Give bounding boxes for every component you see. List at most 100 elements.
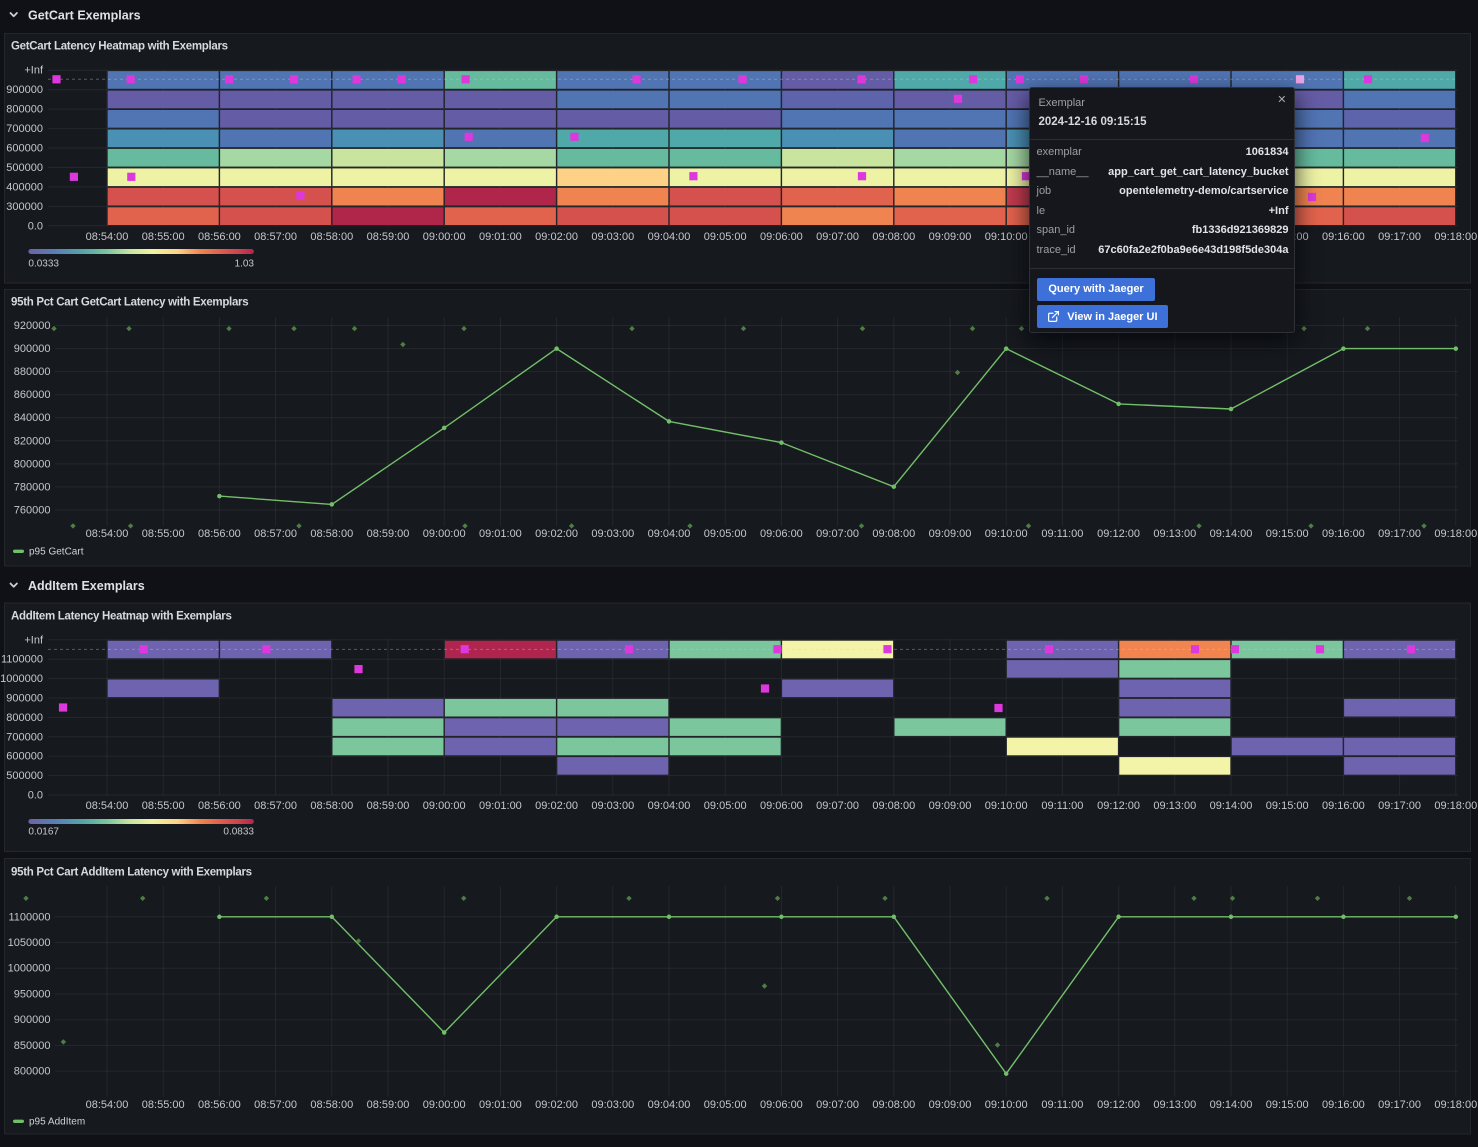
svg-text:08:54:00: 08:54:00 [86,231,129,243]
svg-text:GetCart Exemplars: GetCart Exemplars [28,9,141,23]
svg-text:08:59:00: 08:59:00 [367,800,410,812]
svg-text:1100000: 1100000 [8,911,50,923]
svg-text:p95 GetCart: p95 GetCart [29,547,84,558]
svg-text:+Inf: +Inf [24,634,44,646]
svg-text:09:17:00: 09:17:00 [1378,800,1421,812]
svg-text:700000: 700000 [6,731,43,743]
svg-text:09:07:00: 09:07:00 [816,528,859,540]
svg-text:09:02:00: 09:02:00 [535,800,578,812]
svg-text:09:06:00: 09:06:00 [760,528,803,540]
svg-text:GetCart Latency Heatmap with E: GetCart Latency Heatmap with Exemplars [11,41,228,53]
svg-text:08:56:00: 08:56:00 [198,800,241,812]
svg-text:08:59:00: 08:59:00 [367,528,410,540]
svg-text:09:04:00: 09:04:00 [648,528,691,540]
svg-text:880000: 880000 [14,366,51,378]
svg-text:09:04:00: 09:04:00 [648,800,691,812]
svg-text:09:13:00: 09:13:00 [1153,1099,1196,1111]
svg-text:600000: 600000 [6,143,43,155]
svg-text:09:07:00: 09:07:00 [816,231,859,243]
svg-text:08:57:00: 08:57:00 [254,528,297,540]
svg-text:1.03: 1.03 [235,259,255,270]
svg-text:09:10:00: 09:10:00 [985,800,1028,812]
svg-text:08:55:00: 08:55:00 [142,1099,185,1111]
svg-text:09:10:00: 09:10:00 [985,1099,1028,1111]
svg-text:09:03:00: 09:03:00 [591,1099,634,1111]
svg-text:09:03:00: 09:03:00 [591,800,634,812]
svg-text:0.0: 0.0 [28,790,43,802]
svg-text:09:12:00: 09:12:00 [1097,528,1140,540]
svg-text:09:18:00: 09:18:00 [1434,1099,1477,1111]
svg-text:09:06:00: 09:06:00 [760,231,803,243]
svg-text:09:05:00: 09:05:00 [704,231,747,243]
svg-text:09:08:00: 09:08:00 [872,800,915,812]
svg-text:1000000: 1000000 [0,673,43,685]
svg-text:09:08:00: 09:08:00 [872,231,915,243]
svg-text:1050000: 1050000 [8,937,51,949]
svg-text:09:00:00: 09:00:00 [423,800,466,812]
svg-text:900000: 900000 [14,1014,51,1026]
svg-text:09:06:00: 09:06:00 [760,1099,803,1111]
svg-text:09:15:00: 09:15:00 [1266,800,1309,812]
svg-text:08:57:00: 08:57:00 [254,231,297,243]
svg-text:+Inf: +Inf [24,65,44,77]
svg-text:08:58:00: 08:58:00 [310,800,353,812]
svg-text:09:12:00: 09:12:00 [1097,800,1140,812]
svg-text:08:58:00: 08:58:00 [310,528,353,540]
svg-text:950000: 950000 [14,989,51,1001]
svg-text:09:01:00: 09:01:00 [479,1099,522,1111]
svg-text:08:54:00: 08:54:00 [86,800,129,812]
svg-text:09:15:00: 09:15:00 [1266,528,1309,540]
svg-text:500000: 500000 [6,770,43,782]
svg-text:09:16:00: 09:16:00 [1322,800,1365,812]
svg-text:09:17:00: 09:17:00 [1378,528,1421,540]
svg-text:09:01:00: 09:01:00 [479,800,522,812]
svg-text:08:58:00: 08:58:00 [310,1099,353,1111]
svg-text:0.0833: 0.0833 [223,827,254,838]
svg-text:09:17:00: 09:17:00 [1378,1099,1421,1111]
svg-text:09:00:00: 09:00:00 [423,1099,466,1111]
svg-text:08:57:00: 08:57:00 [254,1099,297,1111]
svg-text:08:55:00: 08:55:00 [142,231,185,243]
svg-text:AddItem Exemplars: AddItem Exemplars [28,579,145,593]
svg-text:09:00:00: 09:00:00 [423,528,466,540]
svg-text:08:59:00: 08:59:00 [367,231,410,243]
svg-text:09:04:00: 09:04:00 [648,231,691,243]
svg-text:500000: 500000 [6,162,43,174]
svg-text:09:09:00: 09:09:00 [929,528,972,540]
svg-text:09:02:00: 09:02:00 [535,1099,578,1111]
svg-text:800000: 800000 [14,1066,51,1078]
svg-text:09:16:00: 09:16:00 [1322,1099,1365,1111]
svg-text:08:55:00: 08:55:00 [142,528,185,540]
svg-text:09:15:00: 09:15:00 [1266,1099,1309,1111]
svg-text:09:05:00: 09:05:00 [704,1099,747,1111]
svg-text:09:05:00: 09:05:00 [704,800,747,812]
svg-text:09:07:00: 09:07:00 [816,800,859,812]
svg-text:AddItem Latency Heatmap with E: AddItem Latency Heatmap with Exemplars [11,611,232,623]
svg-text:08:59:00: 08:59:00 [367,1099,410,1111]
svg-text:08:56:00: 08:56:00 [198,528,241,540]
svg-text:09:01:00: 09:01:00 [479,231,522,243]
svg-text:09:08:00: 09:08:00 [872,1099,915,1111]
svg-text:0.0167: 0.0167 [28,827,59,838]
svg-text:09:17:00: 09:17:00 [1378,231,1421,243]
svg-text:09:14:00: 09:14:00 [1210,528,1253,540]
svg-text:08:57:00: 08:57:00 [254,800,297,812]
svg-text:760000: 760000 [14,505,51,517]
svg-text:09:18:00: 09:18:00 [1434,800,1477,812]
svg-text:09:14:00: 09:14:00 [1210,800,1253,812]
svg-text:820000: 820000 [14,435,51,447]
svg-text:800000: 800000 [6,104,43,116]
svg-text:09:16:00: 09:16:00 [1322,528,1365,540]
svg-text:09:03:00: 09:03:00 [591,231,634,243]
svg-text:800000: 800000 [14,458,51,470]
svg-text:08:58:00: 08:58:00 [310,231,353,243]
svg-text:95th Pct Cart AddItem Latency: 95th Pct Cart AddItem Latency with Exemp… [11,867,252,879]
svg-text:09:11:00: 09:11:00 [1041,1099,1083,1111]
svg-text:09:08:00: 09:08:00 [872,528,915,540]
svg-text:09:11:00: 09:11:00 [1041,800,1083,812]
svg-text:09:10:00: 09:10:00 [985,528,1028,540]
svg-text:1000000: 1000000 [8,963,51,975]
svg-text:09:02:00: 09:02:00 [535,231,578,243]
svg-text:1100000: 1100000 [1,654,43,666]
svg-text:09:13:00: 09:13:00 [1153,800,1196,812]
